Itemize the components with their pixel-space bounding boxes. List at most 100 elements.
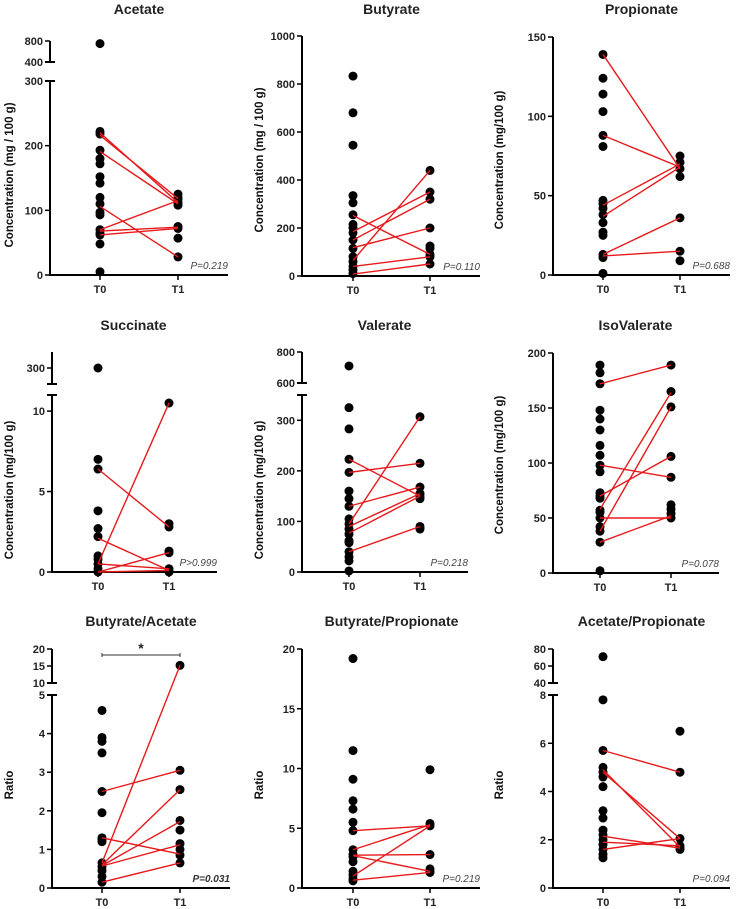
paired-line [352, 825, 431, 877]
chart-title: Butyrate/Propionate [325, 613, 459, 629]
data-point-t0 [95, 159, 105, 169]
chart-panel-isovalerate: IsoValerate Concentration (mg/100 g) 0 50 10… [494, 317, 719, 594]
chart-title: IsoValerate [599, 317, 673, 333]
p-value-label: P=0.688 [692, 261, 730, 272]
data-point-t0 [348, 796, 358, 806]
y-tick-label: 1 [39, 844, 45, 856]
p-value-label: P=0.218 [430, 558, 468, 569]
data-point-t1 [175, 825, 185, 835]
paired-line [97, 402, 170, 565]
data-point-t0 [598, 141, 608, 151]
paired-line [101, 769, 181, 793]
data-point-t0 [348, 140, 358, 150]
data-point-t0 [595, 566, 605, 576]
paired-line [101, 820, 181, 867]
paired-line [99, 227, 179, 236]
y-tick-label: 0 [39, 567, 45, 579]
data-point-t0 [95, 172, 105, 182]
y-tick-label: 2 [540, 835, 546, 847]
paired-line [101, 837, 181, 855]
data-point-t0 [95, 210, 105, 220]
paired-line [352, 198, 431, 241]
p-value-label: P=0.031 [192, 874, 230, 885]
data-point-t0 [348, 857, 358, 867]
data-point-t0 [598, 203, 608, 213]
x-tick-label: T1 [414, 581, 427, 593]
p-value-label: P=0.110 [443, 262, 480, 273]
data-point-t0 [598, 813, 608, 823]
y-tick-label: 200 [277, 223, 295, 235]
paired-line [99, 134, 179, 200]
x-tick-label: T1 [163, 581, 176, 593]
paired-line [97, 468, 170, 528]
paired-line [352, 191, 431, 233]
paired-line [352, 855, 431, 872]
y-tick-label: 4 [39, 729, 46, 741]
data-point-t0 [348, 71, 358, 81]
y-tick-label: 10 [33, 406, 45, 418]
data-point-t1 [175, 850, 185, 860]
data-point-t0 [95, 199, 105, 209]
y-tick-label: 60 [534, 661, 546, 673]
x-tick-label: T1 [424, 897, 437, 909]
paired-line [99, 150, 179, 205]
paired-line [348, 486, 421, 507]
paired-line [352, 853, 431, 856]
y-tick-label: 150 [528, 403, 546, 415]
y-tick-label: 0 [289, 567, 295, 579]
paired-line [352, 256, 431, 268]
y-tick-label: 80 [534, 644, 546, 656]
data-point-t0 [348, 654, 358, 664]
paired-line [602, 134, 681, 168]
data-point-t0 [348, 746, 358, 756]
data-point-t0 [598, 107, 608, 117]
chart-title: Acetate/Propionate [578, 613, 706, 629]
chart-panel-acetate-propionate: Acetate/Propionate Ratio 0 2 4 6 840 60 80 T0 T1 P=… [494, 613, 730, 909]
data-point-t0 [97, 837, 107, 847]
y-tick-label: 100 [25, 205, 43, 217]
x-tick-label: T0 [96, 897, 109, 909]
paired-line [348, 492, 421, 528]
x-tick-label: T1 [674, 284, 687, 296]
data-point-t1 [675, 151, 685, 161]
x-tick-label: T1 [674, 897, 687, 909]
y-tick-label: 0 [540, 883, 546, 895]
data-point-t0 [598, 230, 608, 240]
x-tick-label: T0 [347, 285, 360, 297]
data-point-t1 [425, 765, 435, 775]
data-point-t1 [415, 524, 425, 534]
data-point-t0 [344, 403, 354, 413]
chart-panel-butyrate-propionate: Butyrate/Propionate Ratio 0 5 10 15 20 T0 T1 P=0.… [254, 613, 480, 909]
paired-line [599, 455, 672, 497]
data-point-t1 [173, 233, 183, 243]
data-point-t0 [595, 537, 605, 547]
data-point-t0 [348, 826, 358, 836]
data-point-t0 [598, 782, 608, 792]
y-tick-label: 50 [534, 513, 546, 525]
paired-line [99, 199, 179, 231]
paired-line [602, 837, 681, 851]
paired-line [97, 552, 170, 573]
data-point-t0 [344, 361, 354, 371]
data-point-t0 [93, 524, 103, 534]
data-point-t0 [348, 804, 358, 814]
chart-panel-butyrate-acetate: Butyrate/Acetate Ratio 0 1 2 3 4 510 15 20 T0 T1 P=0… [4, 613, 230, 909]
chart-title: Acetate [114, 1, 165, 17]
x-tick-label: T0 [92, 581, 105, 593]
paired-line [352, 823, 431, 851]
data-point-t0 [598, 73, 608, 83]
paired-line [101, 789, 181, 866]
y-axis-label: Concentration (mg / 100 g) [4, 102, 16, 247]
data-point-t0 [344, 538, 354, 548]
data-point-t0 [348, 817, 358, 827]
data-point-t0 [598, 218, 608, 228]
data-point-t0 [598, 268, 608, 278]
y-tick-label: 3 [39, 767, 45, 779]
y-tick-label: 0 [39, 883, 45, 895]
data-point-t0 [348, 198, 358, 208]
y-tick-label: 15 [33, 661, 45, 673]
paired-line [602, 166, 681, 217]
y-tick-label: 0 [37, 270, 43, 282]
p-value-label: P>0.999 [179, 558, 217, 569]
y-tick-label: 20 [283, 644, 295, 656]
